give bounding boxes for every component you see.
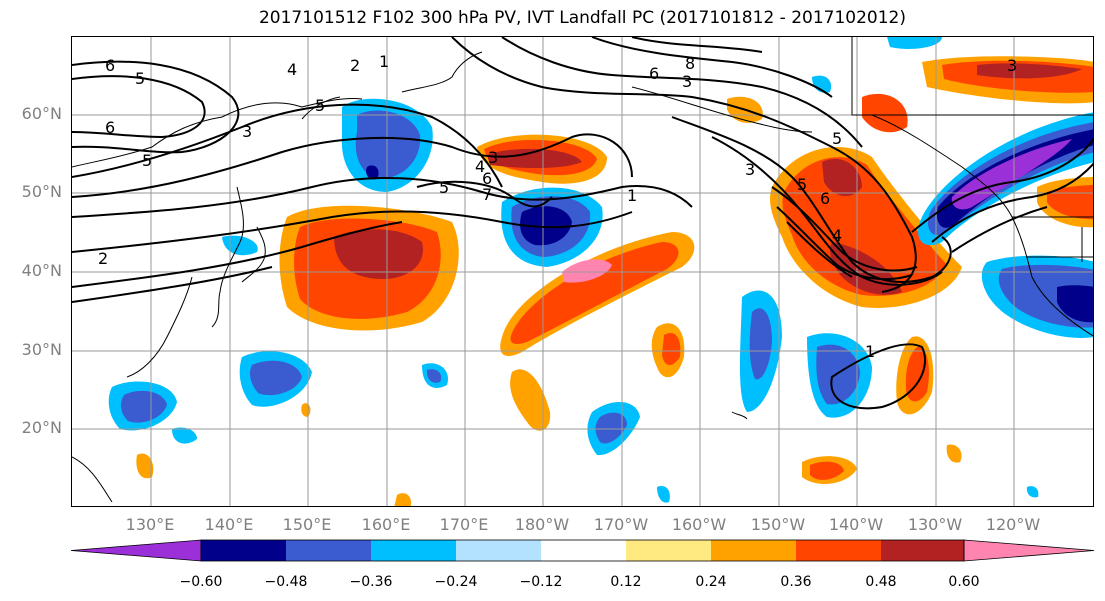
colorbar [71,539,1094,562]
map-panel: 6 5 6 5 4 2 1 2 3 5 5 8 6 3 3 4 6 7 5 3 … [71,36,1094,507]
lon-label: 150°E [282,515,332,534]
colorbar-tick-label: −0.36 [349,574,393,590]
colorbar-segment [201,540,286,561]
contour-label: 3 [488,148,498,167]
colorbar-tick-label: −0.48 [264,574,308,590]
contour-label: 5 [439,178,449,197]
contour-label: 4 [475,157,485,176]
page-title: 2017101512 F102 300 hPa PV, IVT Landfall… [258,8,906,28]
contour-label: 8 [685,54,695,73]
colorbar-segment [541,540,626,561]
contour-label: 3 [682,72,692,91]
contour-label: 5 [797,175,807,194]
contour-label: 5 [135,69,145,88]
shaded-anomalies [108,37,1093,506]
lat-label: 30°N [21,340,62,359]
lat-label: 50°N [21,182,62,201]
colorbar-tick-label: −0.24 [434,574,478,590]
map-canvas: 6 5 6 5 4 2 1 2 3 5 5 8 6 3 3 4 6 7 5 3 … [72,37,1093,506]
coastlines [72,37,1093,503]
contour-label: 7 [482,185,492,204]
contour-label: 1 [379,52,389,71]
contour-label: 4 [287,60,297,79]
colorbar-segment [711,540,796,561]
colorbar-tick-label: 0.12 [610,574,642,590]
contour-label: 6 [482,169,492,188]
colorbar-segment [286,540,371,561]
contour-label: 5 [142,151,152,170]
pv-contours [72,37,1093,410]
contour-labels: 6 5 6 5 4 2 1 2 3 5 5 8 6 3 3 4 6 7 5 3 … [98,52,1017,361]
lon-label: 130°W [907,515,963,534]
colorbar-segment [626,540,711,561]
colorbar-segment [796,540,881,561]
colorbar-segment [881,540,964,561]
contour-label: 3 [745,160,755,179]
colorbar-tick-label: 0.36 [780,574,812,590]
contour-label: 6 [105,56,115,75]
contour-label: 1 [865,342,875,361]
lon-label: 170°W [593,515,649,534]
lon-label: 120°W [985,515,1041,534]
colorbar-segment [371,540,456,561]
lon-label: 170°E [439,515,489,534]
lon-label: 160°W [671,515,727,534]
contour-label: 6 [105,118,115,137]
contour-label: 1 [627,186,637,205]
lat-label: 20°N [21,418,62,437]
contour-label: 4 [832,226,842,245]
contour-label: 2 [98,249,108,268]
contour-label: 3 [242,122,252,141]
lat-label: 60°N [21,104,62,123]
lon-label: 150°W [750,515,806,534]
contour-label: 5 [832,129,842,148]
colorbar-tick-label: 0.60 [948,574,980,590]
colorbar-segment [456,540,541,561]
lon-label: 140°E [204,515,254,534]
lat-lon-grid [72,37,1093,506]
contour-label: 6 [649,64,659,83]
lon-label: 160°E [361,515,411,534]
contour-label: 5 [315,96,325,115]
colorbar-segment [963,539,1094,562]
lon-label: 140°W [828,515,884,534]
colorbar-tick-label: 0.24 [695,574,727,590]
colorbar-segment [71,539,202,562]
lat-label: 40°N [21,261,62,280]
colorbar-tick-label: 0.48 [865,574,897,590]
contour-label: 3 [1007,56,1017,75]
colorbar-tick-label: −0.12 [519,574,563,590]
lon-label: 180°W [514,515,570,534]
colorbar-tick-label: −0.60 [179,574,223,590]
contour-label: 6 [820,189,830,208]
lon-label: 130°E [125,515,175,534]
contour-label: 2 [350,56,360,75]
